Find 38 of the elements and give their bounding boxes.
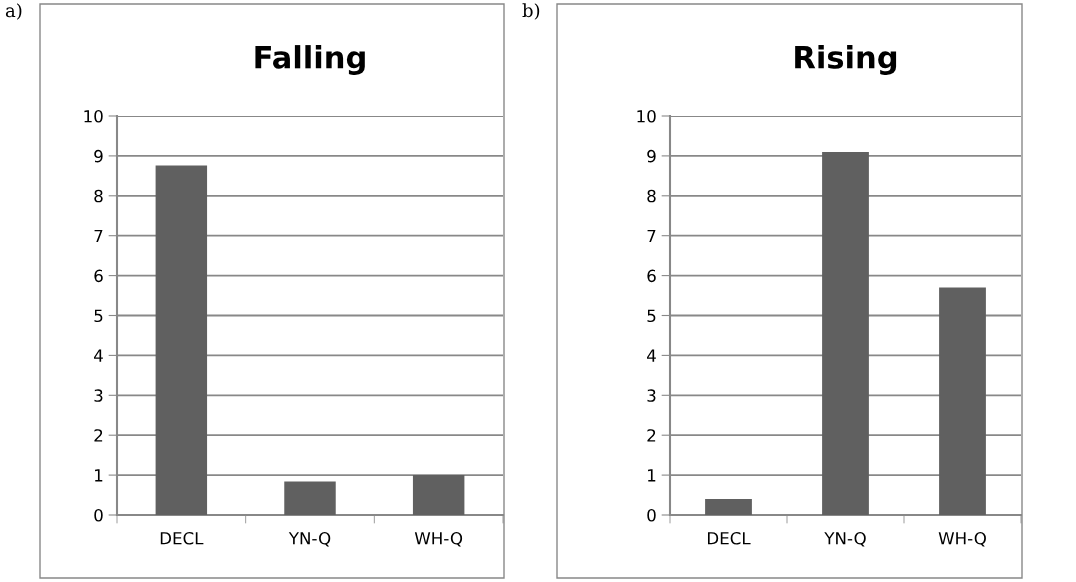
y-tick-label: 8 xyxy=(647,189,656,203)
y-tick-label: 9 xyxy=(94,149,103,163)
y-tick-label: 6 xyxy=(647,269,656,283)
bar xyxy=(705,499,752,515)
text: b) xyxy=(522,3,540,20)
y-tick-label: 6 xyxy=(94,269,103,283)
y-tick-label: 0 xyxy=(94,508,103,522)
y-tick-label: 5 xyxy=(94,309,103,323)
y-tick-label: 1 xyxy=(95,469,103,482)
y-tick-label: 7 xyxy=(94,229,103,243)
x-tick-label: DECL xyxy=(707,531,751,545)
chart-title: Falling xyxy=(255,45,365,75)
y-tick-label: 0 xyxy=(647,508,656,522)
x-tick-label: WH-Q xyxy=(938,531,986,547)
bar xyxy=(939,287,986,515)
y-tick-label: 10 xyxy=(84,109,103,123)
x-tick-label: YN-Q xyxy=(288,531,331,547)
y-tick-label: 1 xyxy=(648,469,656,482)
bar xyxy=(284,481,336,515)
bar xyxy=(822,151,869,515)
chart-title: Rising xyxy=(795,45,897,75)
y-tick-label: 4 xyxy=(94,349,103,362)
y-tick-label: 9 xyxy=(647,149,656,163)
bar xyxy=(155,165,208,515)
x-tick-label: WH-Q xyxy=(414,531,463,547)
x-tick-label: YN-Q xyxy=(824,531,866,547)
y-tick-label: 4 xyxy=(647,349,656,362)
bar xyxy=(412,475,465,515)
y-tick-label: 5 xyxy=(647,309,656,323)
y-tick-label: 10 xyxy=(637,109,656,123)
y-tick-label: 7 xyxy=(647,229,656,243)
y-tick-label: 3 xyxy=(647,389,656,402)
y-tick-label: 8 xyxy=(94,189,103,203)
y-tick-label: 2 xyxy=(94,429,103,442)
y-tick-label: 2 xyxy=(647,429,656,442)
x-tick-label: DECL xyxy=(160,531,204,545)
text: a) xyxy=(5,3,22,20)
y-tick-label: 3 xyxy=(94,389,103,402)
